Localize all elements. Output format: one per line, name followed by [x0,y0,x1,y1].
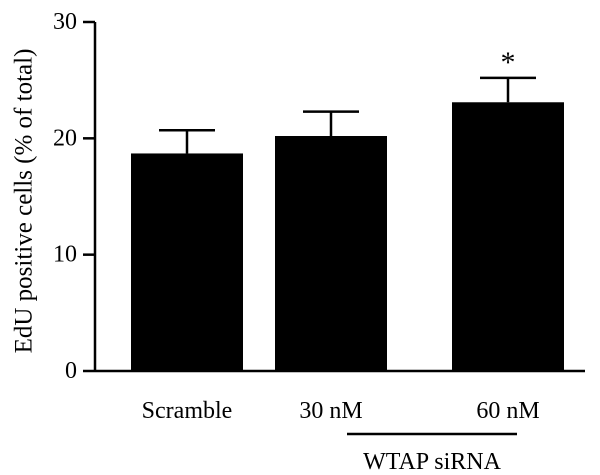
significance-markers: * [501,46,516,79]
category-label: 30 nM [299,398,362,424]
category-label: Scramble [142,398,233,424]
significance-marker: * [501,46,516,79]
y-tick-label: 20 [53,125,77,151]
y-axis: 0 10 20 30 [53,9,97,384]
y-tick-label: 30 [53,9,77,35]
bar [275,136,387,371]
bar [452,102,564,372]
group-label: WTAP siRNA [363,449,502,475]
error-bars [159,76,536,154]
group-annotation: WTAP siRNA [347,432,517,475]
y-axis-title: EdU positive cells (% of total) [11,49,38,354]
bars [131,102,564,372]
category-labels: Scramble 30 nM 60 nM [142,398,540,424]
bar [131,153,243,371]
category-label: 60 nM [476,398,539,424]
y-tick-label: 0 [65,358,77,384]
y-tick-label: 10 [53,242,77,268]
